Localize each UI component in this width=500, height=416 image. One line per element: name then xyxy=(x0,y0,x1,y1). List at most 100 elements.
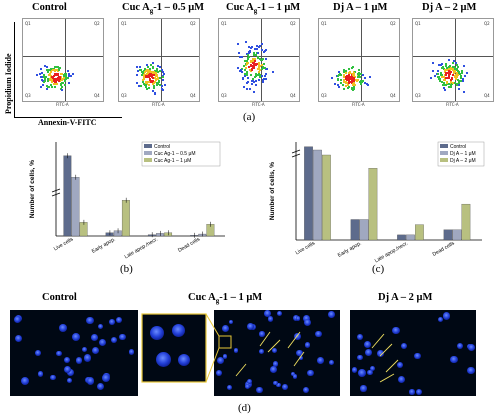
quadrant-label: Q1 xyxy=(321,21,327,26)
flow-event-dot xyxy=(337,86,340,89)
nucleus xyxy=(270,365,278,373)
bar xyxy=(368,168,378,241)
nucleus xyxy=(302,387,309,394)
flow-event-dot xyxy=(337,71,340,74)
flow-event-dot xyxy=(145,73,148,76)
flow-event-dot xyxy=(46,86,49,89)
flow-event-dot xyxy=(258,76,261,79)
quadrant-hline xyxy=(319,55,399,57)
flow-event-dot xyxy=(139,84,142,87)
flow-event-dot xyxy=(51,76,54,79)
flow-event-dot xyxy=(452,60,455,63)
arrow-overlay xyxy=(235,331,305,377)
nucleus xyxy=(292,373,298,379)
flow-event-dot xyxy=(352,88,355,91)
flow-event-dot xyxy=(154,80,157,83)
legend-swatch xyxy=(440,151,448,155)
flow-event-dot xyxy=(143,71,146,74)
flow-event-dot xyxy=(246,62,249,65)
flow-event-dot xyxy=(155,74,158,77)
flow-event-dot xyxy=(463,91,466,94)
flow-event-dot xyxy=(259,73,262,76)
flow-event-dot xyxy=(41,76,44,79)
flow-event-dot xyxy=(455,61,458,64)
nucleus xyxy=(59,323,68,332)
flow-event-dot xyxy=(448,86,451,89)
micro-image-cuc xyxy=(214,310,340,396)
flow-event-dot xyxy=(246,81,249,84)
flow-event-dot xyxy=(342,80,345,83)
flow-event-dot xyxy=(146,63,149,66)
flow-event-dot xyxy=(148,77,151,80)
flow-event-dot xyxy=(237,51,240,54)
flow-event-dot xyxy=(56,73,59,76)
nucleus xyxy=(56,350,62,357)
flow-event-dot xyxy=(449,78,452,81)
flow-event-dot xyxy=(261,79,264,82)
flow-event-dot xyxy=(264,48,267,51)
flow-plot-2: Q1 Q2 Q3 Q4 xyxy=(218,18,300,102)
flow-event-dot xyxy=(364,76,367,79)
flow-event-dot xyxy=(241,67,244,70)
nucleus xyxy=(86,377,95,385)
flow-event-dot xyxy=(261,48,264,51)
flow-event-dot xyxy=(456,83,459,86)
flow-event-dot xyxy=(450,81,453,84)
flow-event-dot xyxy=(343,71,346,74)
arrow-indicator xyxy=(379,373,395,383)
nucleus xyxy=(256,386,264,394)
flow-event-dot xyxy=(265,78,268,80)
flow-event-dot xyxy=(345,84,348,87)
flow-event-dot xyxy=(337,74,340,77)
flow-event-dot xyxy=(54,68,57,71)
flow-event-dot xyxy=(50,79,53,82)
flow-event-dot xyxy=(448,68,451,71)
nucleus xyxy=(259,349,265,355)
flow-event-dot xyxy=(162,79,165,82)
flow-event-dot xyxy=(447,70,450,73)
flow-event-dot xyxy=(156,64,159,67)
flow-event-dot xyxy=(263,63,266,66)
flow-event-dot xyxy=(462,77,465,80)
nucleus xyxy=(37,371,44,377)
flow-event-dot xyxy=(440,74,443,77)
flow-event-dot xyxy=(152,85,155,88)
flow-event-dot xyxy=(447,58,450,61)
flow-event-dot xyxy=(60,79,63,82)
arrow-indicator xyxy=(293,351,305,367)
flow-event-dot xyxy=(59,72,62,75)
nucleus-zoomed xyxy=(156,352,171,367)
axis-break-mark xyxy=(51,188,61,193)
quadrant-label: Q4 xyxy=(290,93,296,98)
bar xyxy=(461,203,471,241)
flow-event-dot xyxy=(50,74,53,77)
flow-event-dot xyxy=(336,83,339,86)
flow-event-dot xyxy=(439,80,442,83)
flow-event-dot xyxy=(449,80,452,83)
bar xyxy=(350,219,360,241)
nucleus xyxy=(21,376,30,385)
flow-event-dot xyxy=(258,69,261,72)
flow-event-dot xyxy=(72,73,75,76)
flow-event-dot xyxy=(47,78,50,81)
flow-event-dot xyxy=(347,67,350,70)
flow-event-dot xyxy=(163,73,166,76)
flow-event-dot xyxy=(158,79,161,82)
micro-title-control: Control xyxy=(42,292,77,303)
flow-event-dot xyxy=(65,74,68,77)
quadrant-label: Q1 xyxy=(415,21,421,26)
panel-label-a: (a) xyxy=(243,111,256,123)
flow-event-dot xyxy=(249,68,252,71)
flow-event-dot xyxy=(50,67,53,70)
nucleus xyxy=(328,310,335,318)
flow-event-dot xyxy=(454,69,456,72)
flow-event-dot xyxy=(452,68,455,71)
flow-event-dot xyxy=(263,50,266,53)
flow-event-dot xyxy=(141,71,144,74)
flow-event-dot xyxy=(261,80,264,83)
flow-event-dot xyxy=(153,72,156,75)
nucleus xyxy=(14,334,23,343)
flow-event-dot xyxy=(145,87,148,90)
nucleus xyxy=(401,343,408,350)
flow-event-dot xyxy=(141,73,144,76)
